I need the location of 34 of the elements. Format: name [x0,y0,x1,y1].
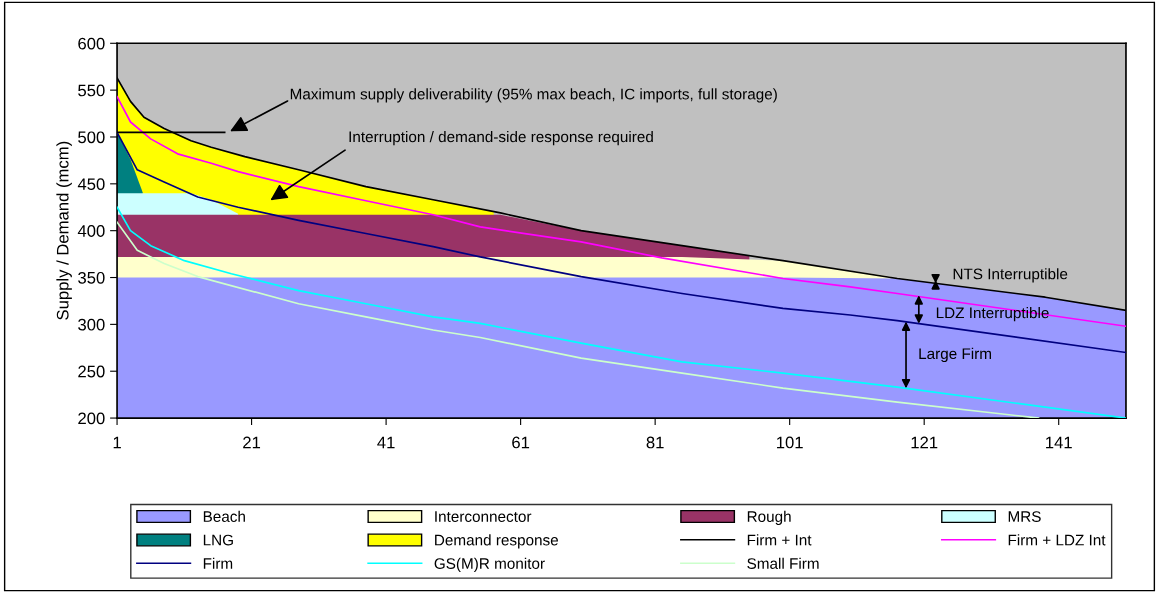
y-tick-label: 200 [78,412,105,425]
y-tick-label: 450 [77,178,105,191]
annotation: Interruption / demand-side response required [349,130,653,146]
y-tick-label: 300 [78,318,105,331]
legend-label: MRS [1008,511,1041,522]
x-tick-label: 41 [377,436,395,449]
x-tick-label: 141 [1046,436,1072,449]
legend-label: GS(M)R monitor [434,557,545,572]
y-tick-label: 350 [78,271,105,284]
legend-label: Interconnector [435,511,532,522]
legend-label: Rough [747,510,791,525]
y-tick-label: 400 [77,225,105,237]
legend-label: Small Firm [747,557,819,569]
annotation: Maximum supply deliverability (95% max beach, IC imports, full storage) [290,88,777,103]
annotation: Large Firm [919,347,991,363]
x-tick-label: 81 [646,436,664,449]
legend-label: Firm + LDZ Int [1008,534,1106,546]
annotation: LDZ Interruptible [936,307,1049,322]
y-axis-title: Supply / Demand (mcm) [56,141,72,320]
y-tick-label: 500 [78,131,105,144]
x-tick-label: 21 [243,436,261,449]
y-tick-label: 250 [78,365,105,378]
legend-label: Demand response [435,534,559,549]
legend-label: LNG [203,534,233,546]
legend-label: Beach [203,510,245,522]
y-tick-label: 600 [78,37,105,50]
y-tick-label: 550 [78,84,105,97]
x-tick-label: 101 [777,436,803,449]
x-tick-label: 121 [911,436,938,449]
legend-label: Firm + Int [747,534,812,546]
annotation: NTS Interruptible [953,268,1068,283]
x-tick-label: 1 [113,436,121,449]
legend-label: Firm [203,557,233,569]
x-tick-label: 61 [512,436,530,449]
